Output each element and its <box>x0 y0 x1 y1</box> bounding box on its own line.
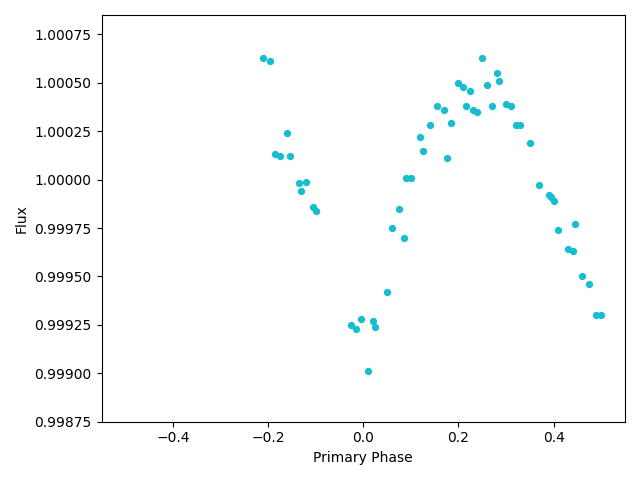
Point <box>446 120 456 127</box>
Point <box>482 81 492 89</box>
Point <box>425 121 435 129</box>
Point <box>439 106 449 114</box>
Point <box>591 312 602 319</box>
Point <box>511 121 521 129</box>
Point <box>546 193 556 201</box>
Point <box>525 139 535 147</box>
Point <box>399 234 409 241</box>
Point <box>310 207 321 215</box>
Point <box>458 83 468 91</box>
Point <box>370 323 380 331</box>
Point <box>494 77 504 84</box>
Point <box>294 180 304 187</box>
Point <box>570 220 580 228</box>
Point <box>472 108 483 116</box>
Y-axis label: Flux: Flux <box>15 204 29 233</box>
Point <box>401 174 412 181</box>
Point <box>468 106 478 114</box>
Point <box>548 197 559 205</box>
Point <box>351 325 361 333</box>
Point <box>563 245 573 253</box>
Point <box>442 155 452 162</box>
Point <box>465 87 476 95</box>
Point <box>282 129 292 137</box>
Point <box>577 273 588 280</box>
Point <box>308 203 319 211</box>
Point <box>515 121 525 129</box>
X-axis label: Primary Phase: Primary Phase <box>314 451 413 465</box>
Point <box>453 79 463 86</box>
Point <box>296 187 307 195</box>
Point <box>394 205 404 213</box>
Point <box>544 191 554 199</box>
Point <box>363 368 373 375</box>
Point <box>406 174 416 181</box>
Point <box>477 54 487 61</box>
Point <box>568 248 578 255</box>
Point <box>367 317 378 325</box>
Point <box>501 100 511 108</box>
Point <box>432 102 442 110</box>
Point <box>387 224 397 232</box>
Point <box>266 58 276 65</box>
Point <box>284 153 294 160</box>
Point <box>418 147 428 155</box>
Point <box>534 181 545 189</box>
Point <box>584 280 595 288</box>
Point <box>486 102 497 110</box>
Point <box>460 102 470 110</box>
Point <box>553 226 563 234</box>
Point <box>492 69 502 77</box>
Point <box>506 102 516 110</box>
Point <box>301 178 311 185</box>
Point <box>275 153 285 160</box>
Point <box>382 288 392 296</box>
Point <box>346 321 356 329</box>
Point <box>596 312 606 319</box>
Point <box>356 315 366 323</box>
Point <box>270 151 280 158</box>
Point <box>258 54 268 61</box>
Point <box>415 133 426 141</box>
